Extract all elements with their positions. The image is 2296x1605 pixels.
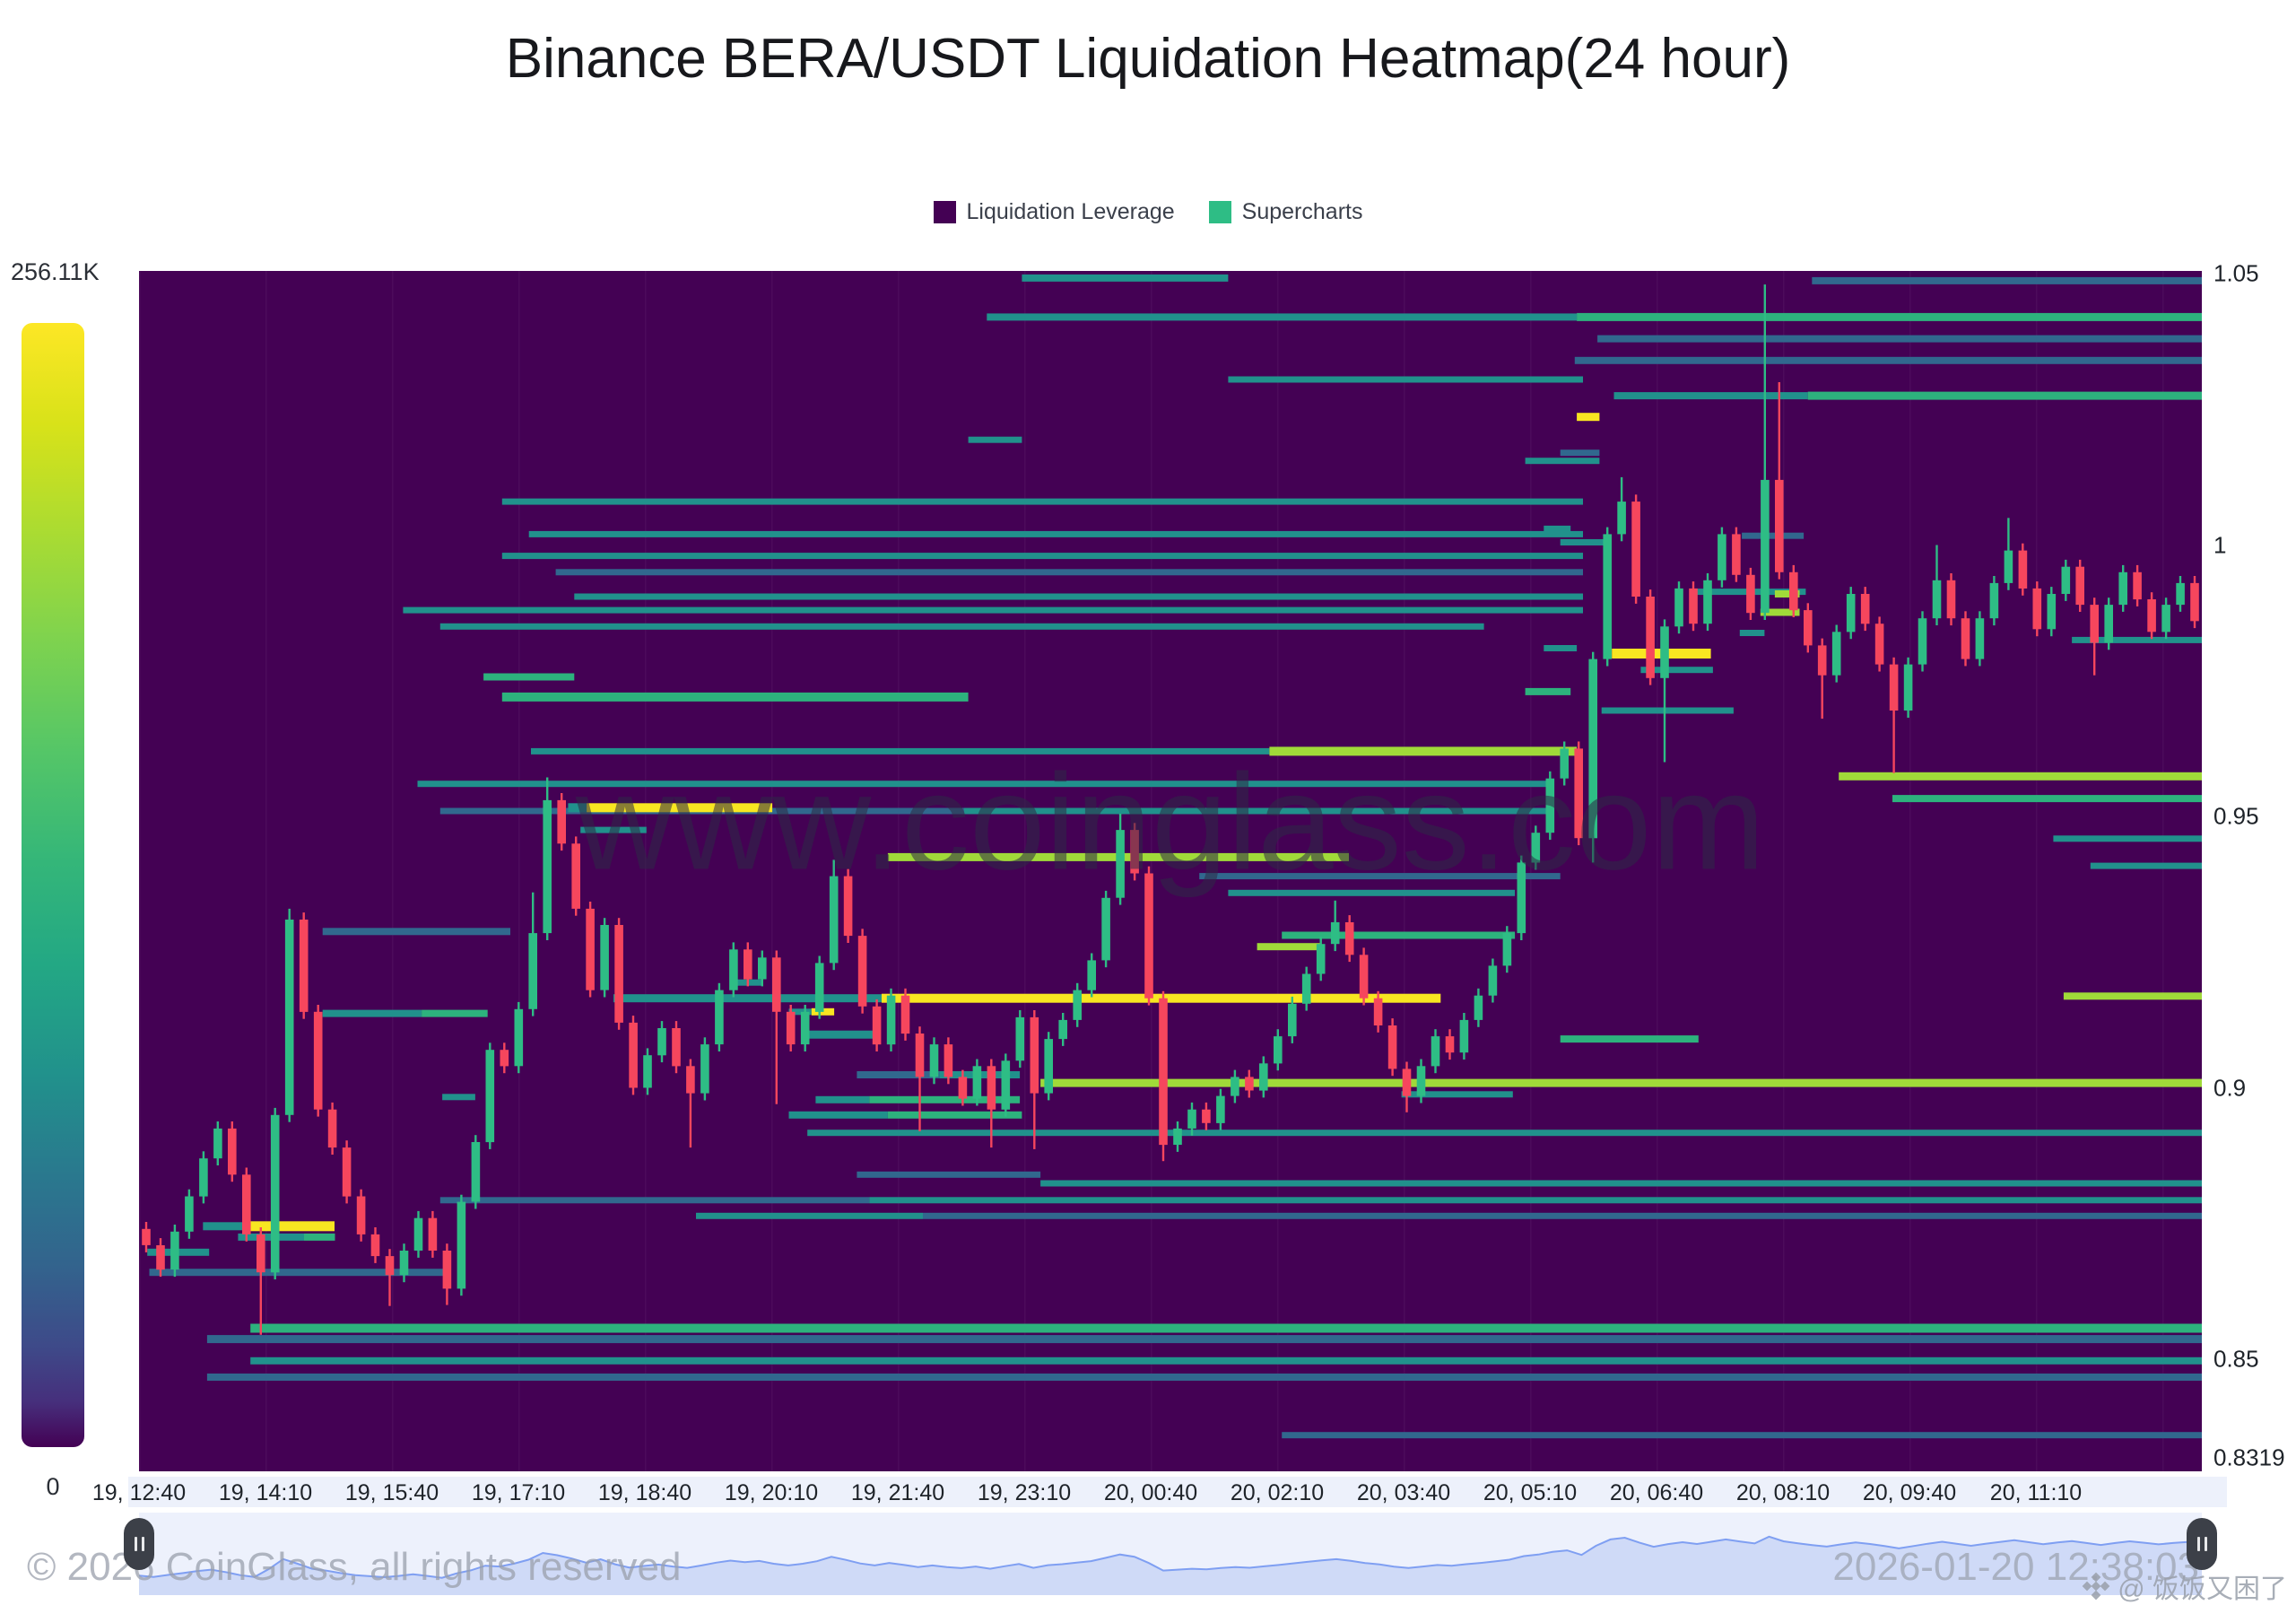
heatmap-plot-area[interactable]: www.coinglass.com [139, 271, 2202, 1471]
navigator-right-handle pause-handle-icon[interactable] [2187, 1518, 2217, 1570]
timestamp-watermark: 2026-01-20 12:38:03 [1832, 1545, 2199, 1589]
time-axis-label: 19, 21:40 [850, 1480, 945, 1505]
colorbar-max-label: 256.11K [11, 258, 100, 285]
time-axis-label: 20, 06:40 [1609, 1480, 1704, 1505]
time-axis-label: 19, 12:40 [91, 1480, 187, 1505]
price-axis-label: 0.85 [2213, 1345, 2259, 1373]
chart-legend: Liquidation Leverage Supercharts [0, 199, 2296, 225]
colorbar-gradient [22, 323, 84, 1447]
time-axis-label: 19, 18:40 [597, 1480, 692, 1505]
credit-text: @ 饭饭又困了 [2118, 1574, 2287, 1604]
range-navigator[interactable] [138, 1513, 2203, 1595]
legend-item-supercharts[interactable]: Supercharts [1208, 199, 1363, 225]
binance-diamond-icon [2082, 1572, 2110, 1601]
time-axis-label: 20, 11:10 [1989, 1480, 2083, 1505]
time-axis-label: 19, 15:40 [344, 1480, 439, 1505]
price-axis-label: 0.8319 [2213, 1444, 2285, 1471]
time-axis-label: 19, 14:10 [218, 1480, 313, 1505]
price-axis-label: 0.95 [2213, 802, 2259, 830]
time-axis-label: 20, 05:10 [1483, 1480, 1578, 1505]
price-axis-label: 1.05 [2213, 259, 2259, 287]
time-axis-strip [128, 1477, 2227, 1507]
time-axis-label: 19, 17:10 [471, 1480, 566, 1505]
legend-swatch-green [1208, 201, 1231, 223]
legend-swatch-purple [933, 201, 956, 223]
time-axis-label: 20, 02:10 [1230, 1480, 1325, 1505]
time-axis-label: 20, 00:40 [1103, 1480, 1198, 1505]
time-axis-label: 20, 03:40 [1356, 1480, 1451, 1505]
page-title: Binance BERA/USDT Liquidation Heatmap(24… [505, 28, 1791, 90]
time-axis-label: 19, 23:10 [977, 1480, 1072, 1505]
colorbar-min-label: 0 [46, 1473, 60, 1500]
credit-line: @ 饭饭又困了 [2082, 1566, 2287, 1605]
time-axis-label: 19, 20:10 [724, 1480, 819, 1505]
navigator-area-chart [138, 1535, 2203, 1595]
legend-label: Liquidation Leverage [966, 199, 1175, 224]
time-axis-label: 20, 08:10 [1735, 1480, 1831, 1505]
price-axis-label: 1 [2213, 531, 2227, 559]
legend-label: Supercharts [1241, 199, 1363, 224]
price-axis-label: 0.9 [2213, 1074, 2247, 1102]
time-axis-label: 20, 09:40 [1862, 1480, 1957, 1505]
legend-item-liquidation-leverage[interactable]: Liquidation Leverage [933, 199, 1175, 225]
navigator-left-handle pause-handle-icon[interactable] [124, 1518, 154, 1570]
heatmap-canvas[interactable] [139, 271, 2202, 1471]
